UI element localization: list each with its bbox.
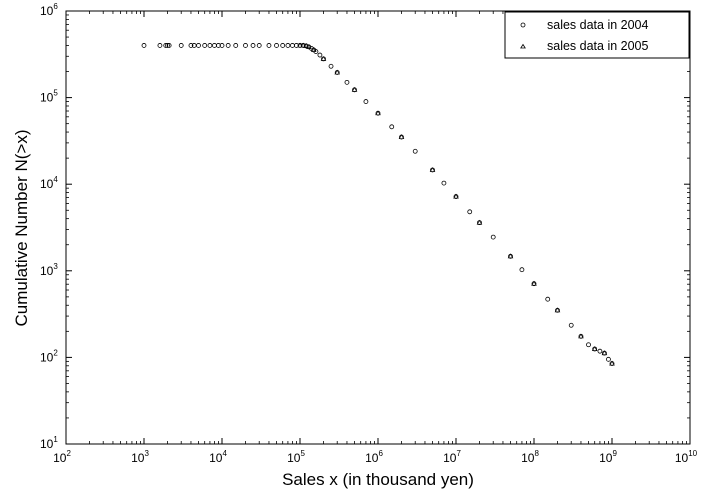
data-point <box>165 43 170 48</box>
legend-marker-2004 <box>520 22 526 28</box>
data-point <box>285 43 291 48</box>
x-axis-ticks: 102 103 104 105 106 107 108 109 1010 <box>53 11 698 465</box>
data-point <box>586 342 591 348</box>
data-point <box>554 307 561 313</box>
legend: sales data in 2004 sales data in 2005 <box>504 11 690 59</box>
data-point <box>591 346 598 351</box>
data-point <box>250 43 256 48</box>
data-point <box>310 47 317 52</box>
data-point <box>280 43 286 48</box>
y-tick-label: 106 <box>40 2 58 18</box>
data-point <box>178 43 184 48</box>
y-tick-label: 102 <box>40 348 58 364</box>
x-tick-label: 1010 <box>675 449 698 465</box>
x-tick-label: 108 <box>521 449 539 465</box>
data-point <box>375 110 381 116</box>
data-point <box>476 219 483 225</box>
data-point <box>163 43 169 48</box>
data-point <box>344 79 350 85</box>
y-axis-ticks: 101 102 103 104 105 106 <box>40 2 690 451</box>
y-axis-label: Cumulative Number N(>x) <box>12 130 31 327</box>
legend-marker-2005 <box>520 43 526 49</box>
data-point <box>467 209 473 215</box>
data-point <box>290 43 295 48</box>
data-point <box>300 42 307 48</box>
data-point <box>188 43 194 48</box>
y-tick-label: 103 <box>40 262 58 278</box>
data-point <box>398 134 405 140</box>
data-point <box>320 55 327 61</box>
data-point <box>531 280 537 286</box>
data-point <box>441 180 447 186</box>
data-point <box>212 43 217 48</box>
x-tick-label: 105 <box>287 449 305 465</box>
data-point <box>597 348 603 354</box>
data-point <box>274 43 279 48</box>
data-point <box>225 43 231 48</box>
data-point <box>609 360 615 366</box>
data-point <box>266 43 272 48</box>
data-point <box>429 167 436 172</box>
y-tick-label: 104 <box>40 175 58 191</box>
x-tick-label: 106 <box>365 449 383 465</box>
data-point <box>507 253 514 259</box>
data-point <box>453 193 459 199</box>
data-point <box>328 63 334 69</box>
x-tick-label: 109 <box>599 449 617 465</box>
legend-label-2004: sales data in 2004 <box>547 18 649 32</box>
data-point <box>207 43 213 48</box>
legend-label-2005: sales data in 2005 <box>547 39 649 53</box>
y-tick-label: 105 <box>40 89 58 105</box>
data-point <box>334 69 341 75</box>
x-axis-label: Sales x (in thousand yen) <box>282 470 474 489</box>
data-point <box>412 148 418 154</box>
data-point <box>351 86 358 92</box>
x-tick-label: 107 <box>443 449 461 465</box>
data-point <box>216 43 221 48</box>
data-point <box>568 322 574 328</box>
y-tick-label: 101 <box>40 435 58 451</box>
x-tick-label: 104 <box>209 449 227 465</box>
data-point <box>256 43 262 48</box>
data-point <box>202 43 208 48</box>
data-point <box>306 44 312 49</box>
data-point <box>578 333 584 339</box>
data-point <box>363 99 369 104</box>
data-point <box>157 43 163 48</box>
data-point <box>545 296 551 302</box>
data-point <box>606 356 611 362</box>
data-point <box>519 267 525 273</box>
data-series <box>141 42 615 366</box>
data-point <box>243 43 248 48</box>
data-point <box>490 234 496 240</box>
data-point <box>601 350 608 356</box>
data-point <box>303 43 309 48</box>
series-0 <box>141 43 615 366</box>
x-tick-label: 103 <box>131 449 149 465</box>
series-1 <box>297 42 615 366</box>
data-point <box>141 43 147 48</box>
data-point <box>166 43 172 48</box>
data-point <box>389 124 395 130</box>
legend-box <box>504 11 690 59</box>
data-point <box>317 52 323 58</box>
plot-frame <box>65 10 691 445</box>
data-point <box>196 43 201 48</box>
x-tick-label: 102 <box>53 449 71 465</box>
data-point <box>219 43 225 48</box>
data-point <box>297 42 303 48</box>
data-point <box>233 43 239 48</box>
